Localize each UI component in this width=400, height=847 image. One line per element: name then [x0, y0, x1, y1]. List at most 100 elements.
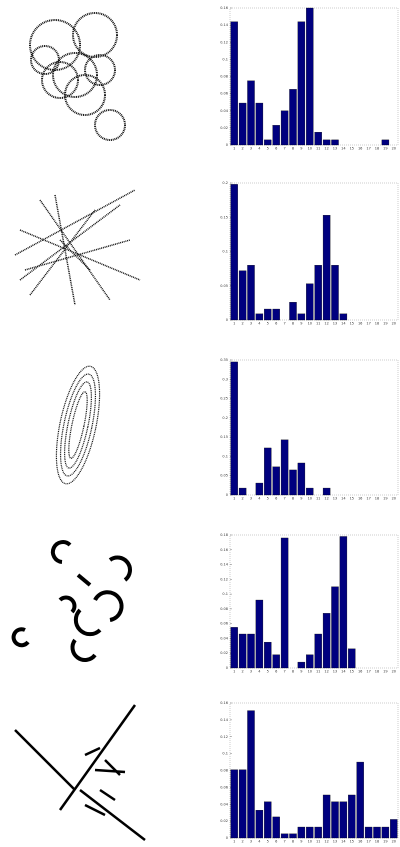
y-tick-label: 0.04 — [220, 636, 229, 640]
x-tick-label: 1 — [233, 840, 235, 844]
x-tick-label: 17 — [366, 147, 370, 151]
y-tick-label: 0.02 — [220, 819, 228, 823]
bar — [238, 769, 247, 839]
bar — [230, 769, 238, 839]
x-tick-label: 17 — [366, 840, 370, 844]
bar — [331, 801, 339, 839]
plot-frame — [229, 359, 399, 496]
bar — [264, 801, 272, 839]
x-tick-label: 8 — [292, 147, 294, 151]
x-tick-label: 9 — [300, 322, 302, 326]
x-tick-label: 10 — [308, 670, 312, 674]
x-tick-label: 12 — [324, 147, 328, 151]
bar — [280, 833, 289, 839]
bar — [255, 313, 264, 321]
x-tick-label: 5 — [267, 322, 269, 326]
bar — [314, 132, 322, 146]
x-tick-label: 5 — [267, 147, 269, 151]
x-tick-label: 10 — [308, 322, 312, 326]
y-tick-label: 0.05 — [220, 284, 228, 288]
y-tick-label: 0.06 — [220, 92, 228, 96]
y-tick-label: 0.02 — [220, 126, 228, 130]
x-tick-label: 1 — [233, 497, 235, 501]
x-tick-label: 6 — [275, 322, 277, 326]
x-tick-label: 11 — [316, 497, 320, 501]
x-tick-label: 4 — [258, 670, 261, 674]
bar — [264, 308, 272, 321]
x-tick-label: 14 — [341, 147, 346, 151]
bar — [272, 816, 280, 839]
x-tick-label: 18 — [375, 670, 379, 674]
y-tick-label: 0.16 — [220, 701, 228, 705]
y-tick-label: 0.14 — [220, 563, 229, 567]
x-tick-label: 14 — [341, 670, 346, 674]
y-tick-label: 0.1 — [222, 592, 228, 596]
y-tick-label: 0.18 — [220, 533, 228, 537]
x-tick-label: 7 — [283, 840, 285, 844]
bar — [289, 302, 297, 321]
bar — [280, 110, 289, 146]
y-tick-label: 0.1 — [222, 752, 228, 756]
bar — [230, 627, 238, 669]
bar — [297, 462, 306, 496]
x-tick-label: 18 — [375, 322, 379, 326]
x-tick-label: 12 — [324, 322, 328, 326]
x-tick-label: 19 — [383, 840, 387, 844]
bar — [322, 613, 331, 669]
y-tick-label: 0.06 — [220, 622, 228, 626]
bar — [255, 102, 264, 146]
x-tick-label: 4 — [258, 322, 261, 326]
bar — [264, 139, 272, 146]
x-tick-label: 2 — [241, 840, 243, 844]
x-tick-label: 10 — [308, 497, 312, 501]
point-cloud-arcs — [11, 540, 132, 662]
x-tick-label: 19 — [383, 147, 387, 151]
x-tick-label: 17 — [366, 497, 370, 501]
x-tick-label: 2 — [241, 147, 243, 151]
bar — [339, 313, 348, 321]
bar — [272, 125, 280, 146]
x-tick-label: 9 — [300, 497, 302, 501]
x-tick-label: 20 — [392, 670, 396, 674]
bar — [247, 633, 255, 669]
bar — [230, 21, 238, 146]
x-tick-label: 3 — [250, 497, 252, 501]
bar — [322, 215, 331, 321]
point-cloud-ellipses — [55, 365, 101, 485]
x-tick-label: 1 — [233, 322, 235, 326]
x-tick-label: 18 — [375, 840, 379, 844]
x-tick-label: 2 — [241, 322, 243, 326]
bar — [230, 184, 238, 321]
bar — [381, 139, 390, 146]
bar — [364, 826, 373, 839]
y-tick-label: 0.14 — [220, 23, 229, 27]
bar — [272, 654, 280, 669]
y-tick-label: 0.08 — [220, 607, 228, 611]
x-tick-label: 10 — [308, 840, 312, 844]
plot-frame — [229, 7, 399, 146]
bar — [297, 21, 306, 146]
bar — [255, 810, 264, 839]
bar — [238, 102, 247, 146]
x-tick-label: 1 — [233, 670, 235, 674]
x-tick-label: 12 — [324, 840, 328, 844]
bar — [331, 586, 339, 669]
x-tick-label: 19 — [383, 322, 387, 326]
x-tick-label: 13 — [333, 322, 337, 326]
y-tick-label: 0.04 — [220, 109, 229, 113]
bar — [247, 80, 255, 146]
x-tick-label: 19 — [383, 497, 387, 501]
y-tick-label: 0.15 — [220, 435, 228, 439]
y-tick-label: 0 — [226, 493, 228, 497]
x-tick-label: 1 — [233, 147, 235, 151]
y-tick-label: 0.2 — [222, 416, 228, 420]
plot-frame — [229, 182, 399, 321]
x-tick-label: 20 — [392, 497, 396, 501]
x-tick-label: 7 — [283, 670, 285, 674]
bar — [306, 654, 314, 669]
x-tick-label: 15 — [350, 840, 354, 844]
y-tick-label: 0.16 — [220, 548, 228, 552]
bar — [390, 819, 398, 839]
x-tick-label: 5 — [267, 670, 269, 674]
